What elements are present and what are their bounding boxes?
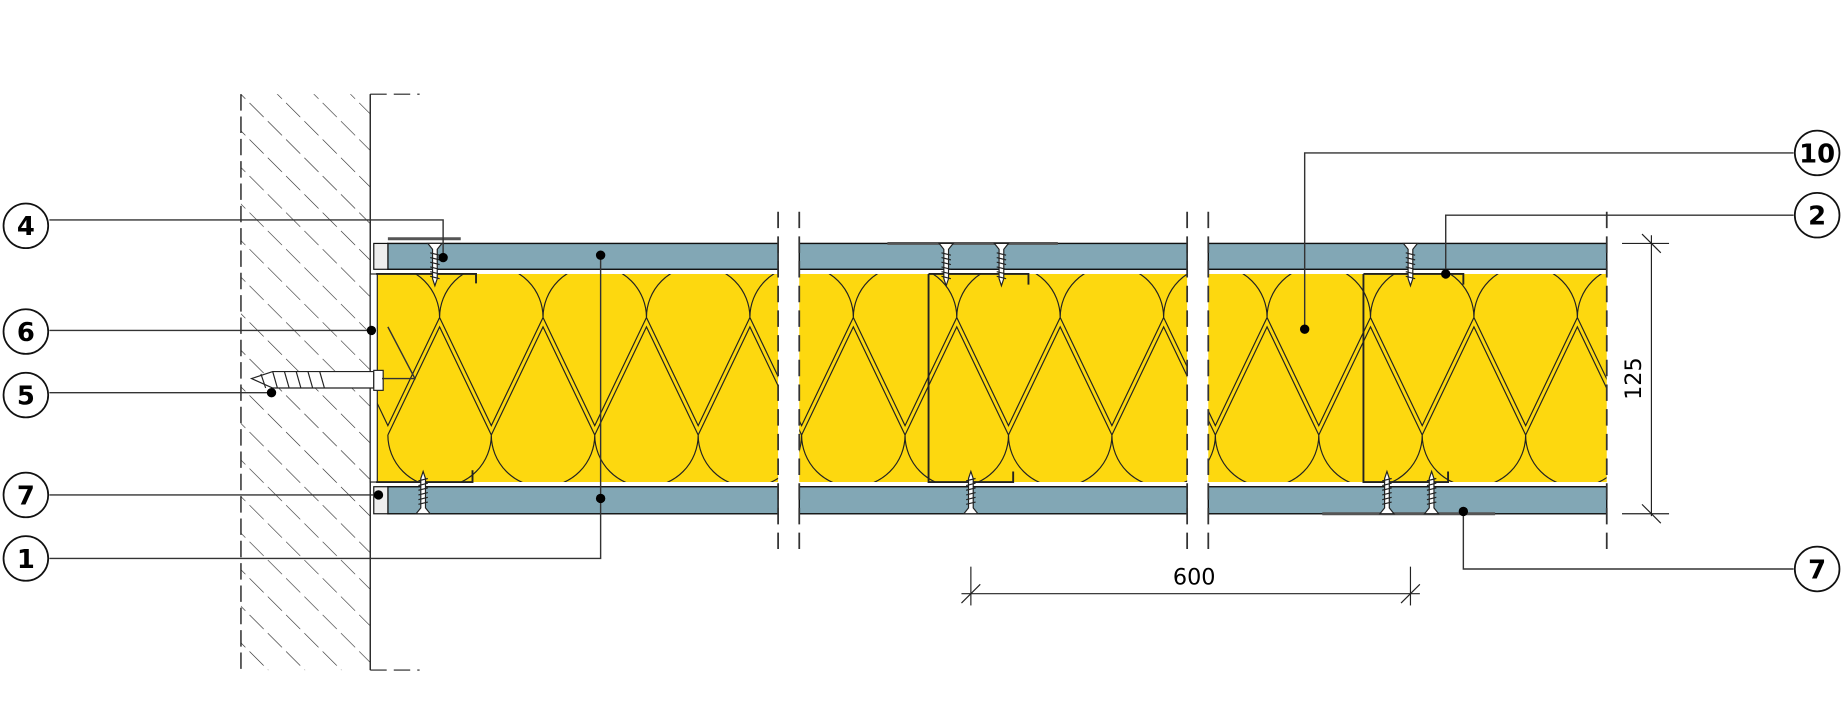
stud-profile bbox=[376, 273, 477, 483]
screw-thread bbox=[966, 477, 976, 505]
screw bbox=[1378, 469, 1396, 515]
callout-label: 2 bbox=[1808, 202, 1826, 232]
screw bbox=[1423, 469, 1440, 515]
callout-label: 1 bbox=[17, 545, 35, 575]
callout-label: 4 bbox=[17, 212, 35, 242]
screw bbox=[993, 242, 1010, 288]
edge-filler-top bbox=[373, 242, 389, 270]
callout-label: 10 bbox=[1799, 139, 1835, 169]
insulation-fill bbox=[799, 273, 1188, 483]
callout-label: 6 bbox=[17, 318, 35, 348]
callout-5: 5 bbox=[2, 371, 50, 419]
screw bbox=[937, 242, 955, 288]
break-lines bbox=[777, 211, 1608, 553]
board-outer-top bbox=[387, 242, 779, 270]
screw bbox=[962, 469, 980, 515]
insulation-fill bbox=[377, 273, 779, 483]
screw bbox=[426, 242, 444, 288]
board-outer-top bbox=[798, 242, 1188, 270]
callout-label: 7 bbox=[1808, 555, 1826, 585]
dimension-thickness bbox=[1622, 233, 1670, 524]
callout-label: 5 bbox=[17, 381, 35, 411]
screw-thread bbox=[1426, 477, 1437, 505]
leader-dots bbox=[266, 250, 1469, 517]
callout-7-right: 7 bbox=[1793, 545, 1841, 593]
screw bbox=[414, 469, 432, 515]
screw-thread bbox=[430, 252, 440, 280]
mineral-wool-insulation bbox=[373, 273, 1607, 483]
screw bbox=[1402, 242, 1419, 288]
board-outer-bottom bbox=[1207, 486, 1608, 515]
callout-1: 1 bbox=[2, 535, 50, 582]
edge-filler-bottom bbox=[373, 486, 389, 515]
drywall-screws bbox=[414, 242, 1440, 515]
callout-4: 4 bbox=[2, 202, 50, 250]
dimension-spacing-label: 600 bbox=[1173, 564, 1216, 590]
callout-7-left: 7 bbox=[2, 471, 50, 519]
callout-10: 10 bbox=[1793, 129, 1841, 177]
dimension-thickness-label: 125 bbox=[1621, 357, 1647, 400]
wall-anchor-plug bbox=[249, 369, 384, 391]
screw-thread bbox=[941, 252, 952, 280]
dimension-spacing bbox=[961, 566, 1421, 606]
screw-thread bbox=[1405, 252, 1416, 280]
leader-lines bbox=[49, 152, 1794, 570]
screw-thread bbox=[1382, 477, 1392, 505]
stud-profile bbox=[1362, 273, 1465, 483]
screw-thread bbox=[418, 477, 428, 505]
board-outer-bottom bbox=[387, 486, 779, 515]
callout-label: 7 bbox=[17, 481, 35, 511]
insulation-loop-pattern bbox=[373, 273, 1607, 483]
insulation-fill bbox=[1208, 273, 1607, 483]
screw-thread bbox=[996, 252, 1007, 280]
board-outer-bottom bbox=[798, 486, 1188, 515]
callout-6: 6 bbox=[2, 308, 50, 355]
callout-2: 2 bbox=[1793, 192, 1841, 239]
